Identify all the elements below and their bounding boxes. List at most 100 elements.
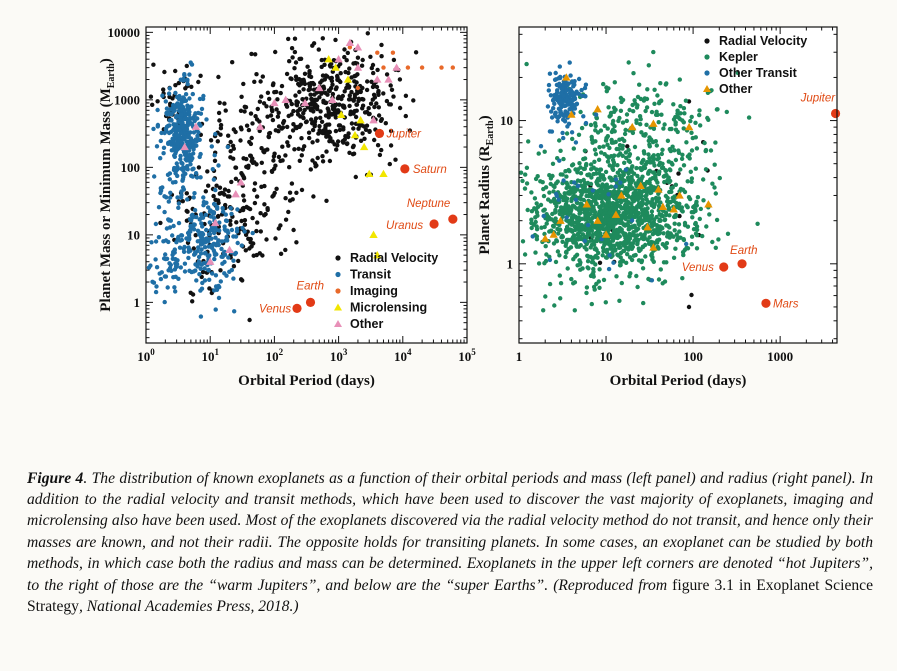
right-panel-legend: Radial Velocity Kepler Other Transit Other — [703, 34, 807, 96]
data-point — [657, 231, 662, 236]
data-point — [202, 251, 208, 256]
data-point — [547, 281, 553, 287]
data-point — [218, 279, 223, 284]
data-point — [315, 106, 320, 112]
data-point — [241, 193, 246, 198]
data-point — [403, 93, 409, 99]
data-point — [631, 253, 637, 258]
data-point — [323, 100, 328, 106]
data-point — [598, 175, 604, 180]
data-point — [669, 205, 678, 213]
data-point — [578, 236, 584, 242]
data-point — [557, 227, 563, 232]
data-point — [214, 227, 219, 233]
data-point — [636, 195, 642, 201]
data-point — [680, 276, 685, 281]
data-point — [346, 97, 352, 102]
data-point — [570, 162, 576, 167]
data-point — [333, 37, 338, 43]
data-point — [262, 170, 267, 175]
data-point — [564, 131, 570, 136]
data-point — [285, 140, 290, 145]
data-point — [590, 188, 596, 193]
data-point — [608, 110, 614, 116]
data-point — [681, 252, 686, 258]
data-point — [523, 172, 528, 177]
data-point — [669, 185, 674, 191]
data-point — [662, 179, 667, 185]
data-point — [659, 151, 664, 157]
legend-marker-other-transit — [704, 70, 710, 76]
right-panel-frame — [518, 26, 838, 344]
data-point — [707, 212, 712, 217]
data-point — [263, 211, 268, 217]
data-point — [308, 167, 313, 172]
data-point — [349, 121, 355, 126]
data-point — [628, 122, 637, 131]
data-point — [192, 252, 197, 257]
data-point — [613, 139, 618, 145]
data-point — [570, 203, 576, 208]
data-point — [242, 104, 247, 110]
data-point — [200, 215, 206, 220]
data-point — [180, 142, 189, 151]
data-point — [585, 222, 591, 228]
data-point — [321, 86, 327, 91]
data-point — [557, 273, 562, 278]
data-point — [662, 243, 667, 249]
data-point — [542, 231, 547, 237]
data-point — [284, 102, 289, 107]
data-point — [554, 191, 559, 197]
data-point — [209, 144, 214, 149]
data-point — [182, 97, 187, 103]
data-point — [658, 267, 663, 272]
data-point — [219, 246, 224, 252]
data-point — [672, 221, 677, 226]
data-point — [640, 266, 646, 271]
data-point — [211, 193, 216, 199]
data-point — [606, 192, 611, 197]
data-point — [716, 237, 721, 242]
data-point — [170, 233, 175, 238]
data-point — [702, 140, 707, 146]
data-point — [241, 81, 246, 87]
data-point — [353, 174, 358, 180]
data-point — [563, 243, 568, 248]
data-point — [265, 90, 271, 96]
data-point — [545, 213, 550, 219]
data-point — [639, 258, 645, 263]
data-point — [657, 217, 662, 222]
data-point — [197, 154, 202, 160]
data-point — [693, 120, 698, 126]
data-point — [553, 110, 558, 115]
data-point — [179, 192, 184, 198]
data-point — [556, 94, 561, 99]
data-point — [228, 222, 233, 227]
data-point — [621, 240, 627, 245]
data-point — [236, 178, 246, 186]
data-point — [645, 237, 650, 242]
data-point — [554, 239, 560, 244]
data-point — [578, 109, 583, 115]
data-point — [631, 109, 636, 114]
data-point — [592, 147, 598, 152]
data-point — [652, 186, 658, 191]
data-point — [283, 247, 288, 253]
data-point — [590, 206, 595, 212]
data-point — [162, 69, 167, 75]
data-point — [659, 112, 664, 117]
data-point — [366, 106, 371, 111]
data-point — [667, 225, 672, 230]
data-point — [376, 113, 382, 118]
data-point — [170, 180, 176, 185]
data-point — [276, 110, 281, 116]
data-point — [703, 148, 708, 154]
data-point — [323, 113, 329, 118]
data-point — [265, 207, 270, 213]
data-point — [274, 107, 279, 112]
data-point — [356, 98, 361, 104]
caption-tail: , National Academies Press, 2018.) — [78, 598, 299, 616]
data-point — [630, 130, 636, 136]
data-point — [601, 277, 607, 283]
data-point — [276, 154, 282, 160]
